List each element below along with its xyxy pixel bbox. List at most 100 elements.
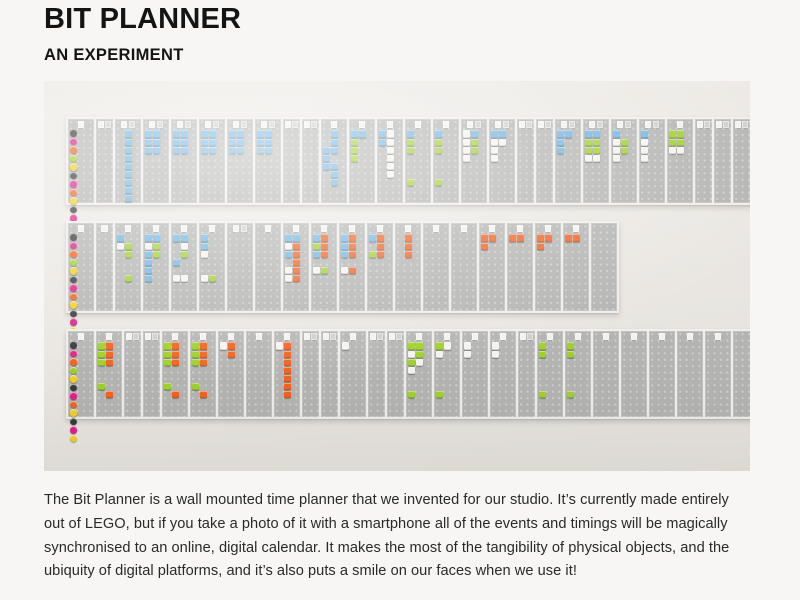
planner-column[interactable] bbox=[405, 119, 431, 204]
planner-column[interactable] bbox=[115, 223, 141, 312]
lego-brick[interactable] bbox=[284, 242, 292, 250]
lego-brick[interactable] bbox=[406, 179, 414, 187]
lego-brick[interactable] bbox=[378, 130, 386, 138]
lego-brick[interactable] bbox=[348, 250, 356, 258]
lego-brick[interactable] bbox=[144, 274, 152, 283]
planner-column[interactable] bbox=[68, 331, 94, 443]
planner-column[interactable] bbox=[507, 223, 533, 312]
lego-brick[interactable] bbox=[556, 130, 564, 138]
lego-brick[interactable] bbox=[462, 146, 470, 154]
lego-brick[interactable] bbox=[330, 138, 338, 146]
lego-brick[interactable] bbox=[620, 138, 628, 146]
planner-column[interactable] bbox=[143, 119, 169, 204]
lego-brick[interactable] bbox=[200, 138, 208, 146]
planner-column[interactable] bbox=[695, 119, 712, 204]
planner-column[interactable] bbox=[677, 331, 703, 418]
lego-brick[interactable] bbox=[378, 138, 386, 146]
lego-brick[interactable] bbox=[348, 234, 356, 242]
lego-brick[interactable] bbox=[200, 242, 208, 250]
lego-brick[interactable] bbox=[292, 242, 300, 250]
lego-brick[interactable] bbox=[348, 266, 356, 274]
planner-column[interactable] bbox=[162, 331, 188, 418]
lego-brick[interactable] bbox=[584, 138, 592, 146]
planner-column[interactable] bbox=[555, 119, 581, 204]
lego-brick[interactable] bbox=[312, 242, 320, 250]
lego-brick[interactable] bbox=[462, 138, 470, 146]
lego-brick[interactable] bbox=[152, 138, 160, 146]
lego-brick[interactable] bbox=[668, 138, 676, 146]
lego-brick[interactable] bbox=[97, 350, 105, 358]
lego-brick[interactable] bbox=[376, 234, 384, 242]
planner-column[interactable] bbox=[433, 119, 459, 204]
lego-brick[interactable] bbox=[348, 242, 356, 250]
lego-brick[interactable] bbox=[350, 130, 358, 138]
lego-brick[interactable] bbox=[386, 154, 394, 162]
planner-column[interactable] bbox=[639, 119, 665, 204]
lego-brick[interactable] bbox=[320, 234, 328, 242]
lego-brick[interactable] bbox=[292, 250, 300, 258]
lego-brick[interactable] bbox=[404, 234, 412, 242]
planner-column[interactable] bbox=[593, 331, 619, 418]
lego-brick[interactable] bbox=[415, 342, 423, 350]
planner-column[interactable] bbox=[535, 223, 561, 312]
lego-brick[interactable] bbox=[219, 342, 227, 350]
lego-brick[interactable] bbox=[171, 358, 179, 366]
lego-brick[interactable] bbox=[283, 374, 291, 382]
lego-brick[interactable] bbox=[144, 130, 152, 138]
lego-brick[interactable] bbox=[124, 195, 132, 203]
lego-brick[interactable] bbox=[462, 154, 470, 162]
lego-brick[interactable] bbox=[152, 234, 160, 242]
lego-brick[interactable] bbox=[264, 130, 272, 138]
planner-column[interactable] bbox=[451, 223, 477, 312]
lego-brick[interactable] bbox=[283, 391, 291, 399]
lego-brick[interactable] bbox=[566, 391, 574, 399]
planner-column[interactable] bbox=[171, 223, 197, 312]
lego-brick[interactable] bbox=[592, 154, 600, 162]
planner-column[interactable] bbox=[479, 223, 505, 312]
lego-brick[interactable] bbox=[386, 138, 394, 146]
lego-brick[interactable] bbox=[640, 138, 648, 146]
lego-brick[interactable] bbox=[592, 146, 600, 154]
planner-column[interactable] bbox=[611, 119, 637, 204]
lego-brick[interactable] bbox=[199, 358, 207, 366]
lego-brick[interactable] bbox=[284, 274, 292, 283]
lego-brick[interactable] bbox=[144, 242, 152, 250]
lego-brick[interactable] bbox=[434, 179, 442, 187]
lego-brick[interactable] bbox=[592, 130, 600, 138]
lego-brick[interactable] bbox=[283, 358, 291, 366]
lego-brick[interactable] bbox=[171, 350, 179, 358]
lego-brick[interactable] bbox=[640, 154, 648, 162]
lego-brick[interactable] bbox=[490, 146, 498, 154]
planner-column[interactable] bbox=[255, 223, 281, 312]
lego-brick[interactable] bbox=[97, 358, 105, 366]
planner-column[interactable] bbox=[368, 331, 385, 418]
lego-brick[interactable] bbox=[566, 350, 574, 358]
lego-brick[interactable] bbox=[322, 146, 330, 154]
planner-column[interactable] bbox=[283, 119, 300, 204]
lego-brick[interactable] bbox=[180, 250, 188, 258]
lego-brick[interactable] bbox=[264, 138, 272, 146]
lego-brick[interactable] bbox=[498, 138, 506, 146]
lego-brick[interactable] bbox=[676, 138, 684, 146]
planner-column[interactable] bbox=[274, 331, 300, 418]
lego-brick[interactable] bbox=[407, 358, 415, 366]
lego-brick[interactable] bbox=[536, 242, 544, 250]
lego-brick[interactable] bbox=[191, 382, 199, 391]
lego-brick[interactable] bbox=[312, 266, 320, 274]
lego-brick[interactable] bbox=[498, 130, 506, 138]
planner-column[interactable] bbox=[68, 223, 94, 335]
lego-brick[interactable] bbox=[434, 146, 442, 154]
lego-brick[interactable] bbox=[538, 342, 546, 350]
planner-column[interactable] bbox=[218, 331, 244, 418]
lego-brick[interactable] bbox=[620, 146, 628, 154]
lego-brick[interactable] bbox=[415, 350, 423, 358]
lego-brick[interactable] bbox=[376, 250, 384, 258]
planner-column[interactable] bbox=[490, 331, 516, 418]
lego-brick[interactable] bbox=[256, 130, 264, 138]
planner-column[interactable] bbox=[714, 119, 731, 204]
lego-brick[interactable] bbox=[490, 130, 498, 138]
lego-brick[interactable] bbox=[386, 162, 394, 170]
planner-column[interactable] bbox=[96, 223, 113, 312]
lego-brick[interactable] bbox=[208, 138, 216, 146]
lego-brick[interactable] bbox=[676, 146, 684, 154]
